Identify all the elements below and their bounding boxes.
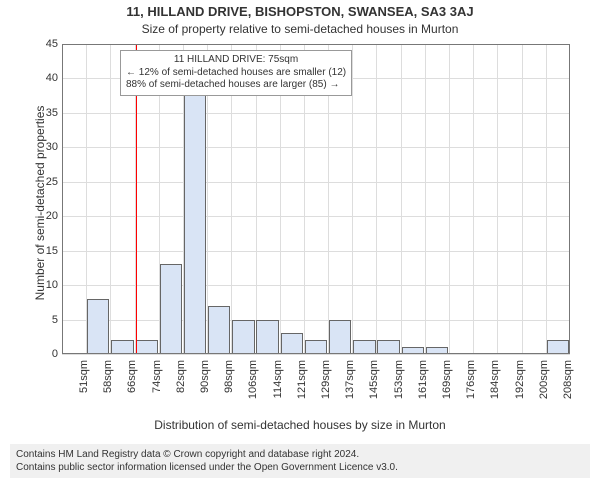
x-tick-label: 208sqm: [562, 360, 574, 399]
y-tick-label: 40: [30, 72, 58, 84]
x-tick-label: 176sqm: [465, 360, 477, 399]
grid-line-vertical: [473, 44, 474, 354]
x-tick-label: 51sqm: [78, 360, 90, 393]
x-tick-label: 121sqm: [296, 360, 308, 399]
x-tick-label: 137sqm: [344, 360, 356, 399]
histogram-bar: [160, 264, 182, 354]
grid-line-horizontal: [62, 216, 570, 217]
x-tick-label: 153sqm: [393, 360, 405, 399]
footer-line-2: Contains public sector information licen…: [16, 461, 584, 474]
grid-line-vertical: [401, 44, 402, 354]
y-tick-label: 20: [30, 210, 58, 222]
y-tick-label: 35: [30, 107, 58, 119]
x-tick-label: 192sqm: [514, 360, 526, 399]
y-tick-label: 0: [30, 348, 58, 360]
grid-line-vertical: [497, 44, 498, 354]
histogram-bar: [256, 320, 278, 354]
grid-line-horizontal: [62, 44, 570, 45]
histogram-bar: [402, 347, 424, 354]
histogram-bar: [281, 333, 303, 354]
footer-line-1: Contains HM Land Registry data © Crown c…: [16, 448, 584, 461]
grid-line-vertical: [546, 44, 547, 354]
x-tick-label: 129sqm: [320, 360, 332, 399]
grid-line-vertical: [425, 44, 426, 354]
grid-line-vertical: [110, 44, 111, 354]
y-tick-label: 15: [30, 245, 58, 257]
x-tick-label: 98sqm: [223, 360, 235, 393]
histogram-bar: [87, 299, 109, 354]
histogram-bar: [136, 340, 158, 354]
grid-line-horizontal: [62, 147, 570, 148]
y-tick-label: 10: [30, 279, 58, 291]
x-tick-label: 114sqm: [272, 360, 284, 398]
x-tick-label: 200sqm: [538, 360, 550, 399]
histogram-bar: [547, 340, 569, 354]
annotation-box: 11 HILLAND DRIVE: 75sqm← 12% of semi-det…: [120, 50, 352, 96]
grid-line-vertical: [449, 44, 450, 354]
histogram-bar: [111, 340, 133, 354]
y-tick-label: 5: [30, 314, 58, 326]
histogram-bar: [377, 340, 399, 354]
x-tick-label: 66sqm: [126, 360, 138, 393]
annotation-line: 88% of semi-detached houses are larger (…: [126, 79, 346, 92]
grid-line-horizontal: [62, 251, 570, 252]
x-tick-label: 82sqm: [175, 360, 187, 393]
chart-container: 11, HILLAND DRIVE, BISHOPSTON, SWANSEA, …: [0, 0, 600, 500]
grid-line-horizontal: [62, 285, 570, 286]
grid-line-horizontal: [62, 182, 570, 183]
grid-line-vertical: [352, 44, 353, 354]
histogram-bar: [329, 320, 351, 354]
x-tick-label: 145sqm: [368, 360, 380, 399]
plot-area: 11 HILLAND DRIVE: 75sqm← 12% of semi-det…: [62, 44, 570, 354]
histogram-bar: [208, 306, 230, 354]
footer-attribution: Contains HM Land Registry data © Crown c…: [10, 444, 590, 478]
histogram-bar: [232, 320, 254, 354]
grid-line-vertical: [522, 44, 523, 354]
histogram-bar: [184, 92, 206, 354]
x-tick-label: 106sqm: [247, 360, 259, 399]
y-axis-title: Number of semi-detached properties: [33, 53, 47, 353]
annotation-line: ← 12% of semi-detached houses are smalle…: [126, 67, 346, 80]
histogram-bar: [305, 340, 327, 354]
x-tick-label: 169sqm: [441, 360, 453, 399]
grid-line-horizontal: [62, 320, 570, 321]
x-tick-label: 184sqm: [489, 360, 501, 399]
x-axis-title: Distribution of semi-detached houses by …: [0, 418, 600, 432]
x-tick-label: 90sqm: [199, 360, 211, 393]
chart-title: 11, HILLAND DRIVE, BISHOPSTON, SWANSEA, …: [0, 4, 600, 19]
y-tick-label: 45: [30, 38, 58, 50]
chart-subtitle: Size of property relative to semi-detach…: [0, 22, 600, 36]
x-tick-label: 74sqm: [151, 360, 163, 393]
y-tick-label: 30: [30, 141, 58, 153]
y-tick-label: 25: [30, 176, 58, 188]
histogram-bar: [426, 347, 448, 354]
annotation-line: 11 HILLAND DRIVE: 75sqm: [126, 54, 346, 67]
x-tick-label: 161sqm: [417, 360, 429, 399]
grid-line-horizontal: [62, 113, 570, 114]
grid-line-horizontal: [62, 354, 570, 355]
grid-line-vertical: [376, 44, 377, 354]
x-tick-label: 58sqm: [102, 360, 114, 393]
histogram-bar: [353, 340, 375, 354]
